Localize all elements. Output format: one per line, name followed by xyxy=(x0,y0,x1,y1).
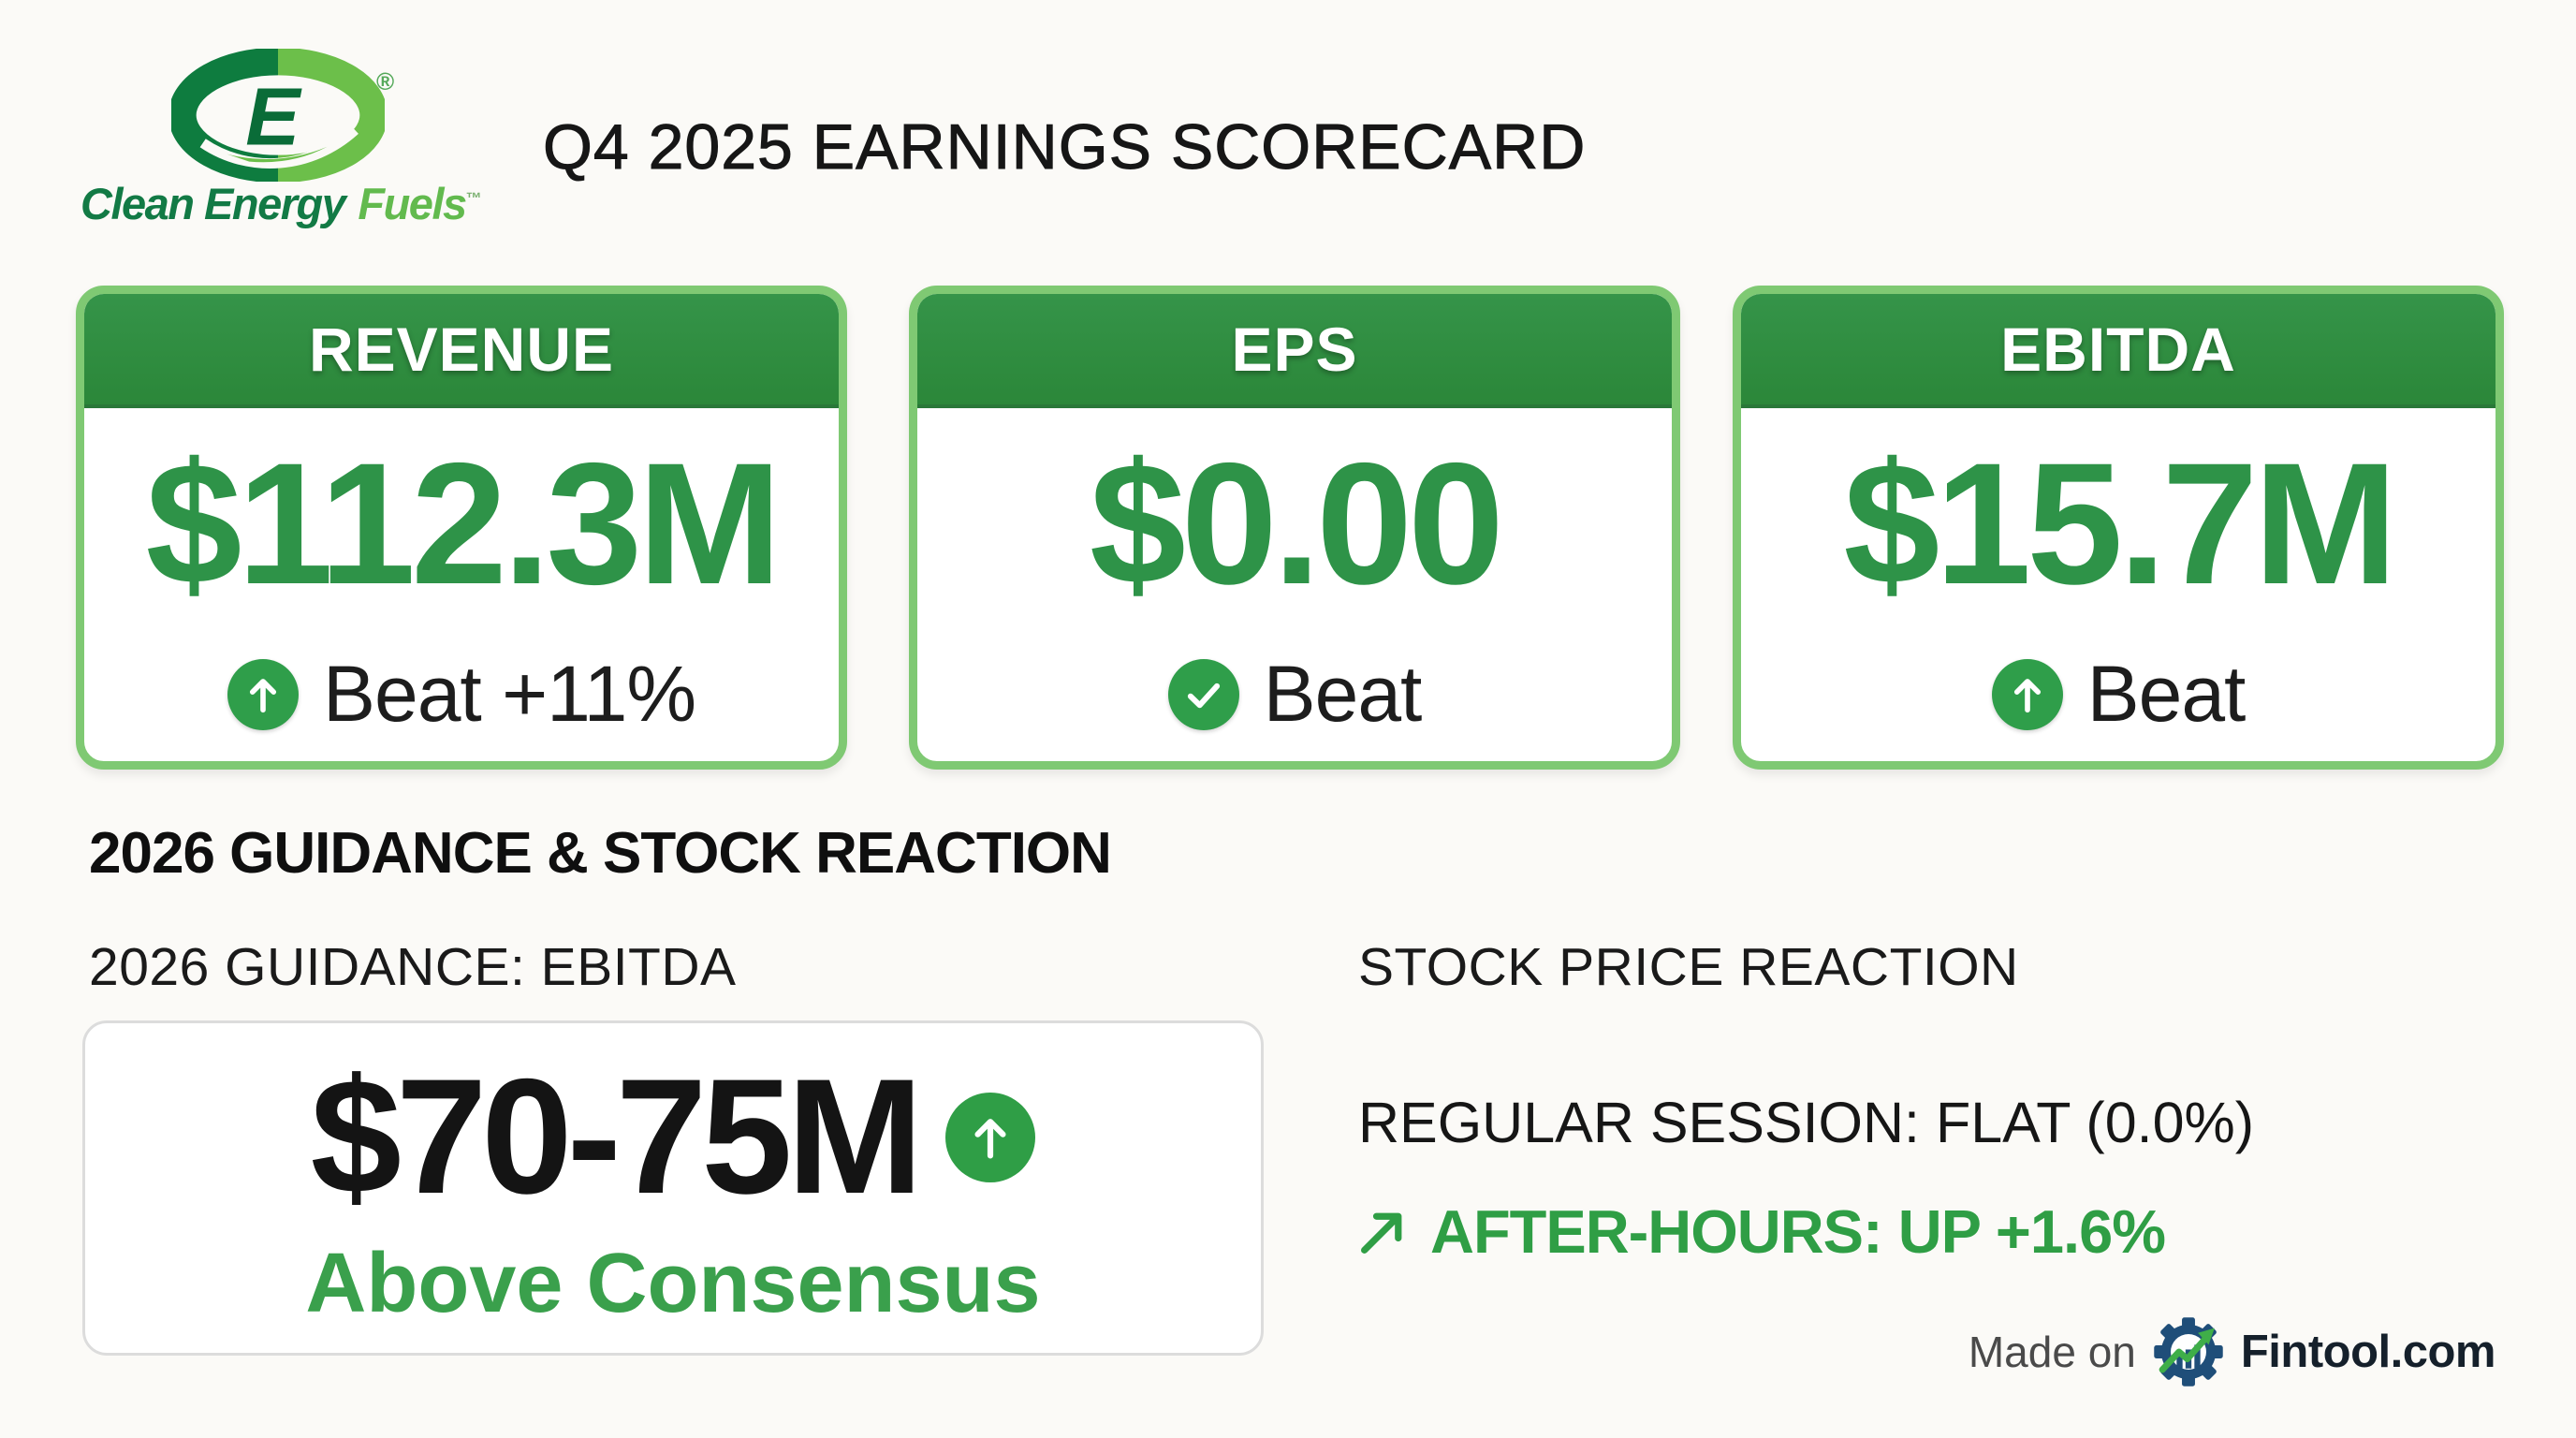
ebitda-card-body: $15.7M Beat xyxy=(1741,408,2496,761)
fintool-brand: Fintool.com xyxy=(2240,1327,2496,1377)
eps-card: EPS $0.00 Beat xyxy=(909,286,1680,770)
ebitda-card: EBITDA $15.7M Beat xyxy=(1733,286,2504,770)
brand-first-words: Clean Energy xyxy=(80,179,346,228)
clean-energy-fuels-logo-icon: E xyxy=(171,49,385,182)
guidance-value: $70-75M xyxy=(310,1046,924,1228)
guidance-box: $70-75M Above Consensus xyxy=(82,1020,1264,1356)
eps-status: Beat xyxy=(1167,649,1423,740)
guidance-note: Above Consensus xyxy=(305,1237,1041,1330)
page-title: Q4 2025 EARNINGS SCORECARD xyxy=(542,111,1587,183)
ebitda-value: $15.7M xyxy=(1843,428,2397,621)
revenue-status: Beat +11% xyxy=(227,649,696,740)
regular-session-text: REGULAR SESSION: FLAT (0.0%) xyxy=(1358,1091,2255,1154)
section-heading: 2026 GUIDANCE & STOCK REACTION xyxy=(89,821,1112,886)
registered-trademark-mark: ® xyxy=(376,67,395,95)
footer-attribution: Made on xyxy=(1969,1316,2496,1387)
eps-card-header: EPS xyxy=(917,294,1672,408)
eps-card-body: $0.00 Beat xyxy=(917,408,1672,761)
up-arrow-circle-icon xyxy=(945,1092,1036,1182)
revenue-value: $112.3M xyxy=(145,428,783,621)
eps-value: $0.00 xyxy=(1090,428,1504,621)
revenue-card: REVENUE $112.3M Beat +11% xyxy=(76,286,847,770)
brand-second-word: Fuels xyxy=(358,179,467,228)
revenue-card-body: $112.3M Beat +11% xyxy=(84,408,839,761)
ebitda-status-label: Beat xyxy=(2086,650,2247,738)
revenue-status-label: Beat +11% xyxy=(322,650,696,738)
brand-wordmark: Clean Energy Fuels™ xyxy=(80,178,482,229)
revenue-card-header: REVENUE xyxy=(84,294,839,408)
eps-status-label: Beat xyxy=(1263,650,1423,738)
trademark-mark: ™ xyxy=(465,189,482,208)
guidance-label: 2026 GUIDANCE: EBITDA xyxy=(89,937,737,997)
check-circle-icon xyxy=(1167,658,1239,730)
up-right-arrow-icon xyxy=(1361,1212,1402,1254)
guidance-value-row: $70-75M xyxy=(311,1055,1036,1219)
up-arrow-circle-icon xyxy=(1991,658,2063,730)
ebitda-status: Beat xyxy=(1991,649,2247,740)
made-on-label: Made on xyxy=(1968,1328,2136,1376)
up-arrow-circle-icon xyxy=(227,658,299,730)
after-hours-text: AFTER-HOURS: UP +1.6% xyxy=(1430,1197,2166,1266)
stock-price-reaction-label: STOCK PRICE REACTION xyxy=(1358,937,2019,997)
after-hours-row: AFTER-HOURS: UP +1.6% xyxy=(1354,1196,2166,1267)
ebitda-card-header: EBITDA xyxy=(1741,294,2496,408)
fintool-gear-growth-icon xyxy=(2154,1317,2223,1387)
svg-text:E: E xyxy=(245,72,302,163)
